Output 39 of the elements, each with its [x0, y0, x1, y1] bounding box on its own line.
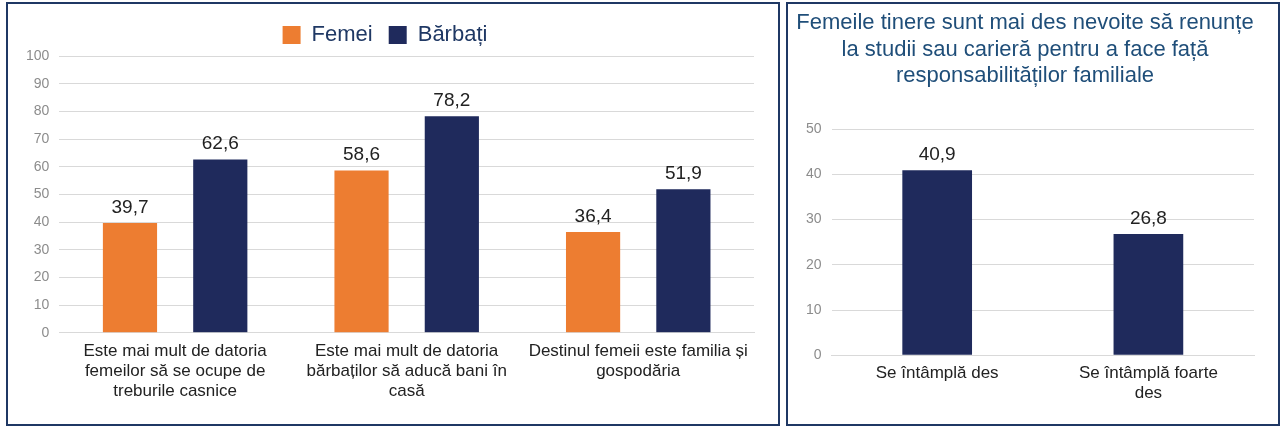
x-tick-label: Se întâmplă foarte des — [1078, 363, 1218, 403]
y-tick-label: 20 — [33, 268, 50, 285]
legend-label: Femei — [311, 21, 373, 47]
y-tick-label: 50 — [33, 185, 50, 202]
y-tick-label: 40 — [33, 212, 50, 229]
y-tick-label: 40 — [805, 165, 822, 182]
y-tick-label: 50 — [805, 120, 822, 137]
y-tick-label: 100 — [26, 46, 50, 63]
data-label: 39,7 — [111, 195, 149, 217]
y-tick-label: 90 — [33, 74, 50, 91]
x-tick-label: Destinul femeii este familia și gospodăria — [528, 340, 748, 381]
bar — [193, 159, 248, 333]
y-tick-label: 10 — [33, 295, 50, 312]
data-label: 78,2 — [433, 89, 471, 111]
x-tick-label: Este mai mult de datoria femeilor să se ocupe de treburile casnice — [83, 340, 268, 401]
y-tick-label: 0 — [813, 346, 822, 363]
y-tick-label: 20 — [805, 255, 822, 272]
y-tick-label: 10 — [805, 300, 822, 317]
bar — [565, 232, 621, 333]
legend-label: Bărbați — [417, 21, 488, 47]
y-tick-label: 80 — [33, 102, 50, 119]
data-label: 36,4 — [574, 204, 612, 226]
x-tick-label: Este mai mult de datoria bărbaților să aducă bani în casă — [306, 340, 507, 401]
bar — [102, 222, 158, 333]
chart-title: Femeile tinere sunt mai des nevoite să renunțe la studii sau carieră pentru a face față responsabilităților familiale — [796, 9, 1254, 88]
x-tick-label: Se întâmplă des — [875, 363, 999, 383]
data-label: 58,6 — [343, 143, 381, 165]
data-label: 26,8 — [1129, 206, 1167, 228]
y-tick-label: 30 — [33, 240, 50, 257]
data-label: 51,9 — [664, 161, 702, 183]
y-tick-label: 30 — [805, 210, 822, 227]
data-label: 62,6 — [201, 132, 239, 154]
bar — [656, 189, 711, 333]
y-tick-label: 0 — [41, 323, 50, 340]
y-tick-label: 70 — [33, 129, 50, 146]
y-tick-label: 60 — [33, 157, 50, 174]
bar — [424, 116, 479, 333]
data-label: 40,9 — [918, 143, 956, 165]
bar — [334, 170, 389, 333]
